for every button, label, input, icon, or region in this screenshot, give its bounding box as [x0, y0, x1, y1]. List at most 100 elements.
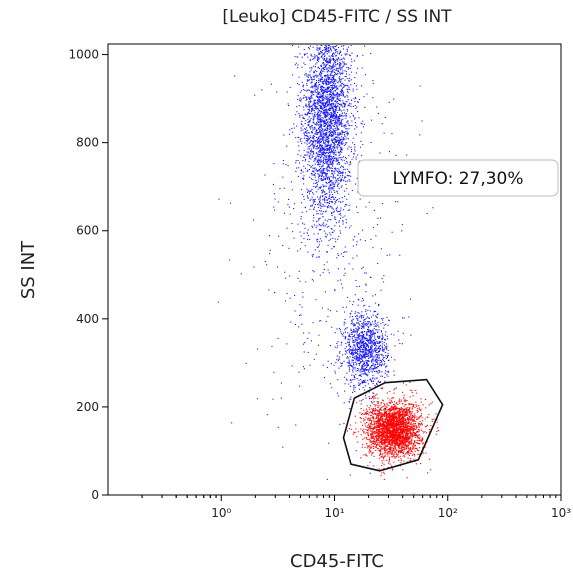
event-point: [336, 92, 338, 94]
event-point: [234, 75, 236, 77]
event-point: [338, 132, 340, 134]
event-point: [363, 409, 365, 411]
event-point: [392, 436, 394, 438]
event-point: [335, 158, 337, 160]
event-point: [322, 136, 324, 138]
event-point: [337, 185, 339, 187]
event-point: [339, 151, 341, 153]
event-point: [316, 133, 318, 135]
event-point: [320, 140, 322, 142]
event-point: [347, 99, 349, 101]
event-point: [325, 106, 327, 108]
event-point: [309, 67, 311, 69]
event-point: [328, 76, 330, 78]
event-point: [329, 113, 331, 115]
event-point: [350, 353, 352, 355]
event-point: [424, 418, 426, 420]
event-point: [333, 59, 335, 61]
event-point: [319, 141, 321, 143]
event-point: [341, 159, 343, 161]
event-point: [370, 366, 372, 368]
event-point: [323, 111, 325, 113]
event-point: [362, 356, 364, 358]
event-point: [315, 130, 317, 132]
event-point: [349, 398, 351, 400]
event-point: [362, 331, 364, 333]
event-point: [330, 127, 332, 129]
event-point: [336, 184, 338, 186]
event-point: [328, 83, 330, 85]
event-point: [342, 115, 344, 117]
event-point: [322, 121, 324, 123]
event-point: [416, 431, 418, 433]
event-point: [334, 169, 336, 171]
event-point: [327, 141, 329, 143]
event-point: [292, 45, 294, 47]
event-point: [409, 381, 411, 383]
event-point: [318, 84, 320, 86]
event-point: [319, 224, 321, 226]
event-point: [325, 127, 327, 129]
event-point: [348, 362, 350, 364]
event-point: [316, 91, 318, 93]
event-point: [318, 139, 320, 141]
event-point: [319, 96, 321, 98]
event-point: [388, 101, 390, 103]
event-point: [333, 66, 335, 68]
event-point: [317, 164, 319, 166]
event-point: [316, 76, 318, 78]
event-point: [364, 337, 366, 339]
event-point: [340, 62, 342, 64]
event-point: [373, 356, 375, 358]
event-point: [374, 366, 376, 368]
event-point: [342, 171, 344, 173]
event-point: [340, 123, 342, 125]
event-point: [374, 320, 376, 322]
event-point: [362, 354, 364, 356]
event-point: [330, 114, 332, 116]
event-point: [346, 198, 348, 200]
event-point: [362, 360, 364, 362]
event-point: [315, 106, 317, 108]
event-point: [324, 104, 326, 106]
event-point: [329, 151, 331, 153]
event-point: [349, 67, 351, 69]
event-point: [340, 217, 342, 219]
event-point: [336, 67, 338, 69]
event-point: [337, 121, 339, 123]
event-point: [331, 141, 333, 143]
event-point: [319, 204, 321, 206]
event-point: [310, 125, 312, 127]
event-point: [331, 201, 333, 203]
event-point: [340, 122, 342, 124]
event-point: [321, 127, 323, 129]
event-point: [312, 118, 314, 120]
event-point: [337, 70, 339, 72]
event-point: [376, 363, 378, 365]
event-point: [320, 146, 322, 148]
event-point: [349, 171, 351, 173]
event-point: [333, 151, 335, 153]
event-point: [299, 100, 301, 102]
event-point: [323, 110, 325, 112]
event-point: [362, 338, 364, 340]
event-point: [390, 333, 392, 335]
event-point: [351, 333, 353, 335]
event-point: [365, 311, 367, 313]
event-point: [334, 147, 336, 149]
event-point: [323, 264, 325, 266]
event-point: [314, 140, 316, 142]
event-point: [339, 179, 341, 181]
event-point: [316, 145, 318, 147]
event-point: [402, 455, 404, 457]
event-point: [381, 365, 383, 367]
event-point: [368, 201, 370, 203]
event-point: [316, 170, 318, 172]
event-point: [324, 291, 326, 293]
event-point: [347, 332, 349, 334]
event-point: [320, 75, 322, 77]
event-point: [364, 364, 366, 366]
event-point: [311, 254, 313, 256]
event-point: [332, 88, 334, 90]
event-point: [385, 346, 387, 348]
